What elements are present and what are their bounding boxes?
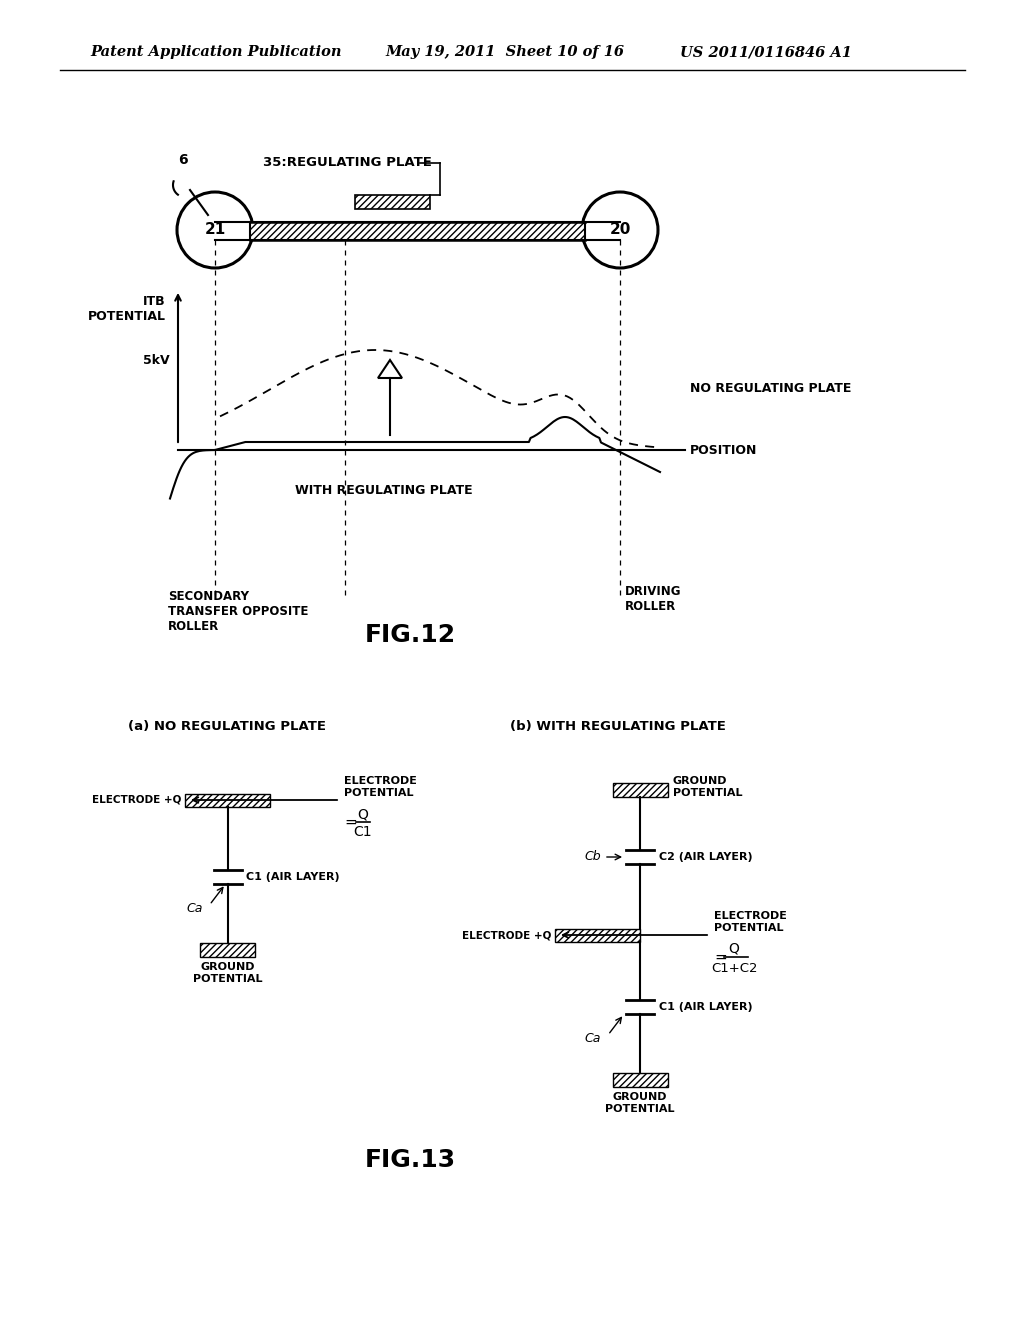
Text: Patent Application Publication: Patent Application Publication (90, 45, 341, 59)
Text: C1 (AIR LAYER): C1 (AIR LAYER) (247, 873, 340, 882)
Text: NO REGULATING PLATE: NO REGULATING PLATE (690, 381, 851, 395)
Text: C1 (AIR LAYER): C1 (AIR LAYER) (659, 1002, 753, 1012)
Text: 35:REGULATING PLATE: 35:REGULATING PLATE (263, 157, 432, 169)
Bar (555, 928, 640, 941)
Text: 5kV: 5kV (143, 354, 170, 367)
Text: 20: 20 (609, 223, 631, 238)
Text: WITH REGULATING PLATE: WITH REGULATING PLATE (295, 483, 473, 496)
Text: 21: 21 (205, 223, 225, 238)
Text: =: = (714, 949, 727, 965)
Text: =: = (344, 814, 356, 829)
Bar (200, 942, 255, 957)
Bar (250, 222, 585, 240)
Bar (612, 783, 668, 797)
Text: 6: 6 (178, 153, 187, 168)
Text: ELECTRODE +Q: ELECTRODE +Q (91, 795, 181, 805)
Polygon shape (378, 360, 402, 378)
Text: Ca: Ca (186, 902, 203, 915)
Text: Q: Q (357, 807, 369, 821)
Text: ELECTRODE
POTENTIAL: ELECTRODE POTENTIAL (344, 776, 417, 797)
Text: C1+C2: C1+C2 (711, 961, 758, 974)
Text: Q: Q (728, 942, 739, 956)
Text: Ca: Ca (585, 1031, 601, 1044)
Text: FIG.12: FIG.12 (365, 623, 456, 647)
Text: May 19, 2011  Sheet 10 of 16: May 19, 2011 Sheet 10 of 16 (385, 45, 624, 59)
Text: ITB
POTENTIAL: ITB POTENTIAL (88, 294, 166, 323)
Text: C1: C1 (353, 825, 373, 840)
Text: POSITION: POSITION (690, 444, 758, 457)
Text: US 2011/0116846 A1: US 2011/0116846 A1 (680, 45, 852, 59)
Text: C2 (AIR LAYER): C2 (AIR LAYER) (659, 851, 753, 862)
Text: SECONDARY
TRANSFER OPPOSITE
ROLLER: SECONDARY TRANSFER OPPOSITE ROLLER (168, 590, 308, 634)
Bar (612, 1073, 668, 1086)
Text: ELECTRODE +Q: ELECTRODE +Q (462, 931, 551, 940)
Text: (a) NO REGULATING PLATE: (a) NO REGULATING PLATE (128, 719, 326, 733)
Text: Cb: Cb (585, 850, 601, 863)
Text: GROUND
POTENTIAL: GROUND POTENTIAL (605, 1092, 675, 1114)
Text: FIG.13: FIG.13 (365, 1148, 456, 1172)
Text: GROUND
POTENTIAL: GROUND POTENTIAL (673, 776, 742, 797)
Text: DRIVING
ROLLER: DRIVING ROLLER (625, 585, 682, 612)
Text: GROUND
POTENTIAL: GROUND POTENTIAL (193, 962, 262, 983)
Text: ELECTRODE
POTENTIAL: ELECTRODE POTENTIAL (714, 911, 786, 933)
Bar (355, 195, 430, 209)
Text: (b) WITH REGULATING PLATE: (b) WITH REGULATING PLATE (510, 719, 726, 733)
Bar (185, 793, 270, 807)
